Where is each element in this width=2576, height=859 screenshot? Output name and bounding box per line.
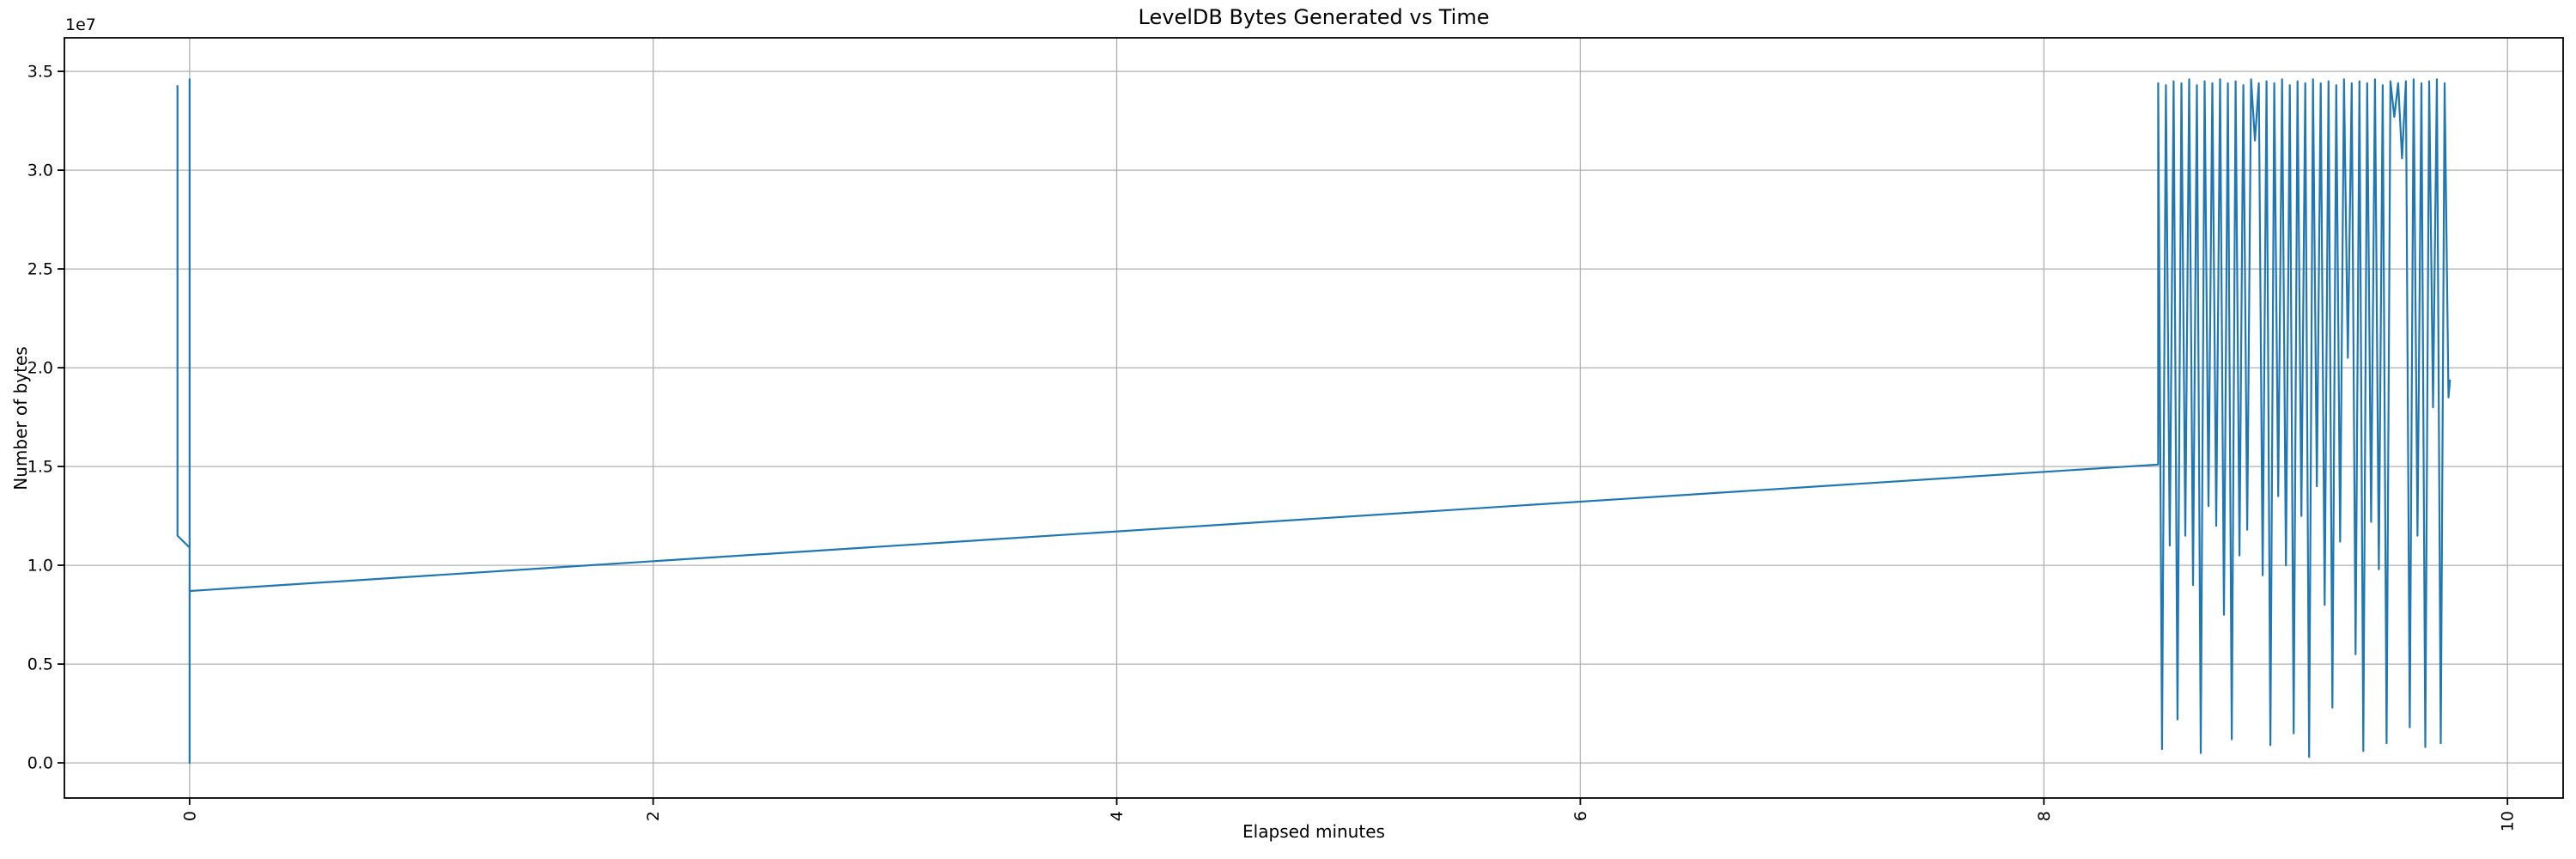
data-layer — [176, 78, 2451, 765]
x-tick-label: 8 — [2035, 811, 2054, 821]
y-tick-label: 3.0 — [27, 161, 53, 180]
axes-layer — [58, 37, 2564, 805]
y-tick-label: 2.5 — [27, 260, 53, 279]
x-axis-label: Elapsed minutes — [1242, 821, 1385, 842]
x-tick-label: 6 — [1571, 811, 1590, 821]
plot-border — [64, 37, 2564, 799]
y-tick-label: 3.5 — [27, 63, 53, 82]
y-tick-label: 2.0 — [27, 359, 53, 378]
y-axis-offset-text: 1e7 — [65, 15, 96, 34]
y-tick-label: 1.0 — [27, 557, 53, 576]
x-tick-label: 4 — [1108, 811, 1127, 821]
x-tick-label: 10 — [2499, 811, 2518, 832]
series-line — [176, 78, 2451, 765]
x-tick-label: 0 — [180, 811, 199, 821]
chart-title: LevelDB Bytes Generated vs Time — [1138, 5, 1490, 29]
y-tick-label: 1.5 — [27, 458, 53, 477]
grid-layer — [64, 38, 2563, 798]
x-tick-label: 2 — [644, 811, 663, 821]
y-tick-label: 0.0 — [27, 754, 53, 773]
y-tick-label: 0.5 — [27, 655, 53, 674]
tick-label-layer: 0 2 4 6 8 10 0.0 0.5 1.0 1.5 2.0 2.5 3.0 3.5 — [27, 63, 2518, 832]
